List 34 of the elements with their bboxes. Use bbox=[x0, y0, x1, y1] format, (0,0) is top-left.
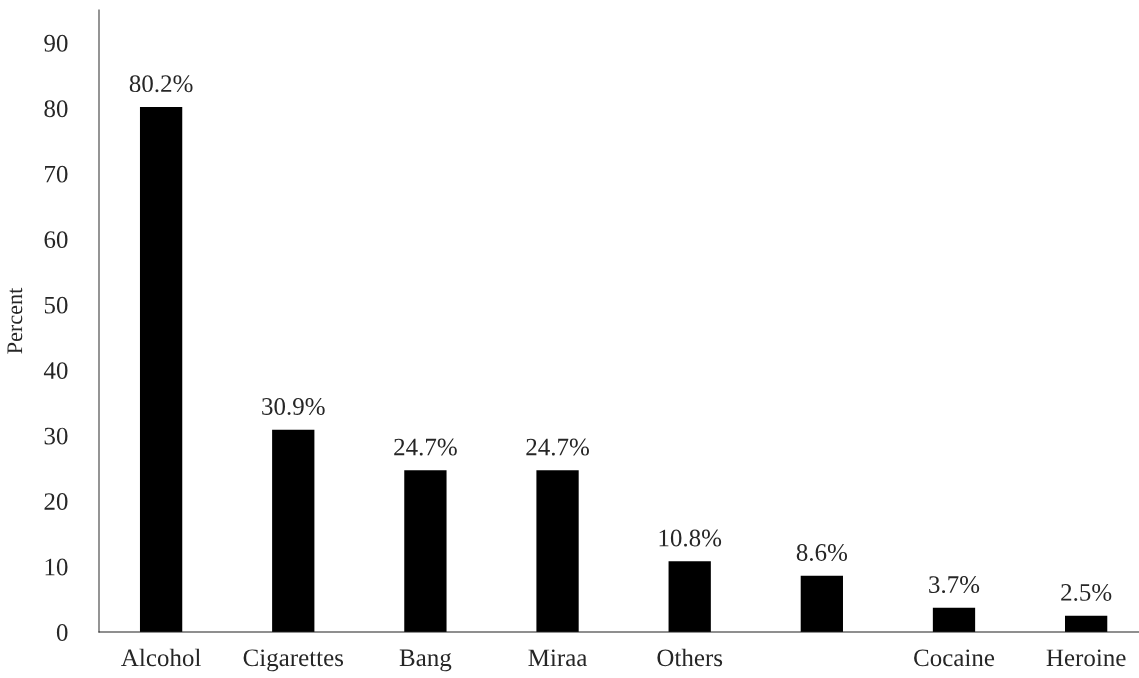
x-tick-label: Heroine bbox=[1046, 649, 1126, 667]
data-label: 24.7% bbox=[394, 438, 457, 456]
data-label: 3.7% bbox=[929, 576, 980, 594]
y-tick-label: 10 bbox=[45, 558, 68, 576]
bar bbox=[139, 106, 183, 632]
data-label: 80.2% bbox=[129, 75, 193, 93]
x-tick-label: Cigarettes bbox=[243, 649, 344, 672]
y-tick-label: 30 bbox=[44, 427, 68, 445]
x-tick-label: Others bbox=[657, 648, 723, 667]
y-tick-label: 80 bbox=[44, 100, 68, 118]
data-label: 8.6% bbox=[796, 544, 848, 561]
x-tick-label: Alcohol bbox=[121, 648, 201, 667]
bar bbox=[1065, 615, 1108, 632]
bar bbox=[932, 607, 976, 632]
y-axis-title: Percent bbox=[7, 287, 23, 354]
y-tick-label: 90 bbox=[44, 34, 68, 52]
y-tick-label: 0 bbox=[56, 624, 68, 641]
bar bbox=[800, 575, 843, 632]
data-label: 24.7% bbox=[526, 438, 589, 456]
data-label: 30.9% bbox=[262, 398, 325, 415]
data-label: 10.8% bbox=[659, 529, 722, 547]
x-tick-label: Cocaine bbox=[914, 649, 995, 667]
data-label: 2.5% bbox=[1061, 583, 1112, 601]
bar bbox=[272, 429, 315, 632]
x-tick-label: Bang bbox=[399, 649, 452, 672]
y-tick-label: 70 bbox=[45, 165, 68, 183]
y-tick-label: 60 bbox=[44, 231, 68, 249]
bar bbox=[536, 470, 579, 632]
y-tick-label: 40 bbox=[43, 362, 68, 380]
y-tick-label: 20 bbox=[44, 493, 68, 510]
bar bbox=[668, 561, 711, 632]
x-tick-label: Miraa bbox=[528, 649, 588, 667]
bar bbox=[404, 470, 447, 632]
y-tick-label: 50 bbox=[44, 296, 68, 314]
